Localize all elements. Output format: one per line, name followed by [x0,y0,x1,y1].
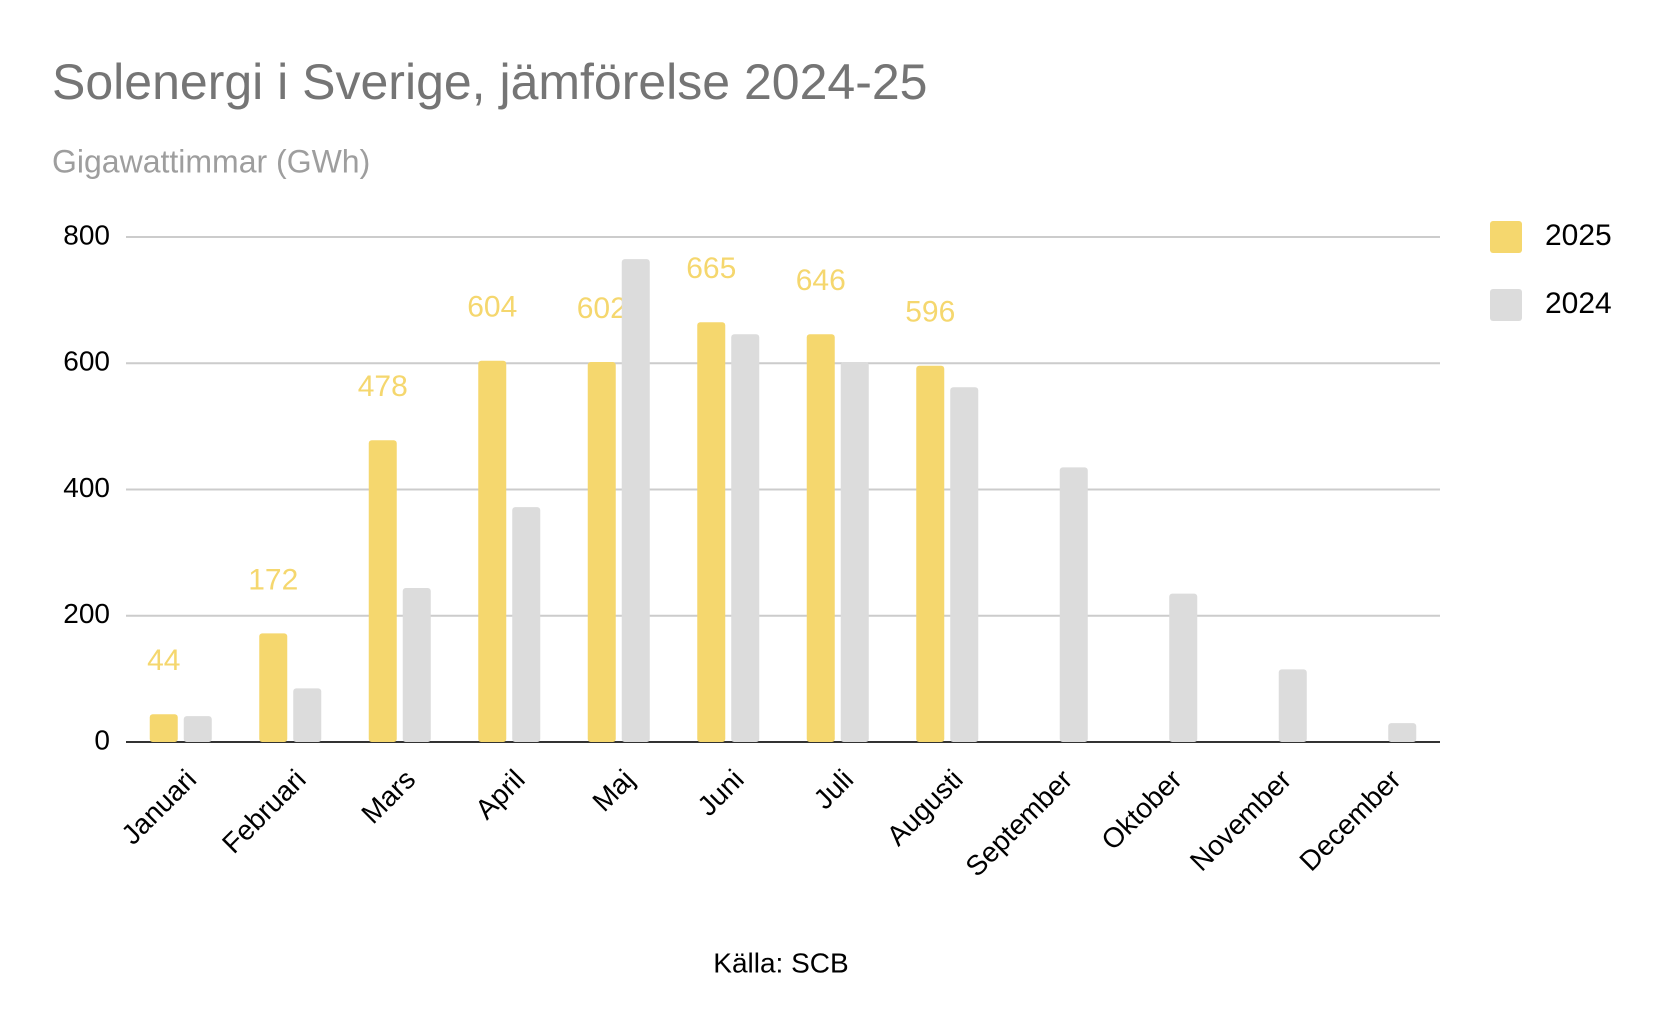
data-label: 172 [248,563,298,596]
x-tick-label: September [959,764,1078,883]
y-tick-label: 800 [63,219,110,250]
bar [259,633,288,742]
legend-swatch [1490,221,1522,253]
bar [587,361,616,742]
x-tick-label: April [469,764,531,826]
x-tick-label: Juli [808,764,860,816]
bar [149,714,178,742]
chart-title: Solenergi i Sverige, jämförelse 2024-25 [52,54,928,110]
bar [368,440,397,742]
x-tick-label: Februari [216,764,312,860]
y-tick-label: 0 [94,724,110,755]
x-tick-label: Januari [115,764,202,851]
bar [402,587,431,742]
x-tick-label: Maj [586,764,640,818]
data-label: 604 [467,291,517,324]
legend-swatch [1490,289,1522,321]
data-label: 478 [358,370,408,403]
chart-subtitle: Gigawattimmar (GWh) [52,143,370,179]
x-tick-label: Juni [691,764,749,822]
bar [731,334,760,742]
bar [840,361,869,742]
bar [916,365,945,742]
data-label: 646 [796,264,846,297]
y-tick-label: 200 [63,598,110,629]
bar [1388,723,1417,742]
data-label: 602 [577,292,627,325]
bar [1169,593,1198,742]
bar [1278,669,1307,742]
bar [478,360,507,742]
source: Källa: SCB [713,947,848,978]
bar [621,259,650,742]
data-label: 596 [905,296,955,329]
x-tick-label: Mars [355,764,421,830]
y-tick-label: 600 [63,346,110,377]
legend-label: 2024 [1545,287,1612,320]
x-tick-label: Oktober [1095,764,1187,856]
bar [806,334,835,742]
x-tick-label: Augusti [881,764,969,852]
bar [697,322,726,742]
bar [512,507,541,742]
bar [950,387,979,742]
legend-label: 2025 [1545,219,1612,252]
x-tick-label: November [1184,764,1297,877]
bar [293,688,322,742]
y-tick-label: 400 [63,472,110,503]
x-tick-label: December [1293,764,1406,877]
data-label: 665 [686,252,736,285]
bar [1059,467,1088,742]
bar [183,716,212,742]
data-label: 44 [147,644,180,677]
